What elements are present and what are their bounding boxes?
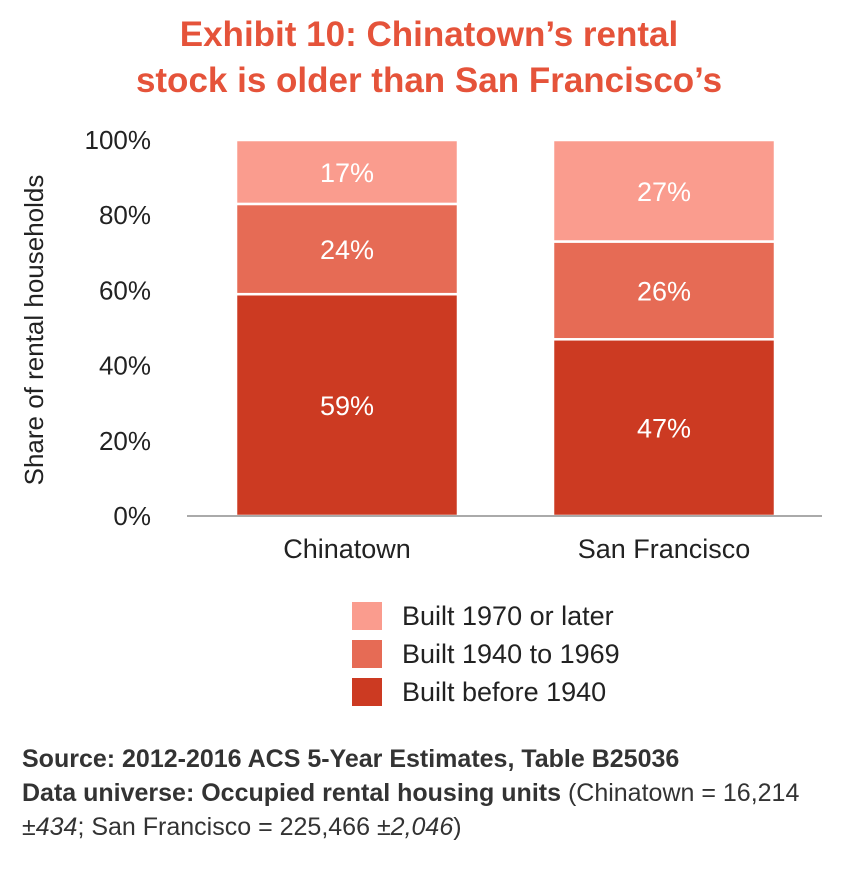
margin-of-error: 434 [35, 813, 78, 841]
legend-label: Built 1970 or later [402, 600, 614, 631]
bar-value-label: 26% [637, 276, 691, 306]
legend-swatch [352, 602, 382, 630]
bar-segment [234, 202, 460, 296]
bar-value-label: 47% [637, 414, 691, 444]
legend-label: Built 1940 to 1969 [402, 638, 620, 669]
data-universe-text: ) [453, 813, 462, 841]
legend-label: Built before 1940 [402, 676, 607, 707]
bar-value-label: 27% [637, 177, 691, 207]
legend-item: Built 1940 to 1969 [352, 635, 620, 673]
legend-item: Built 1970 or later [352, 597, 620, 635]
data-universe-text: (Chinatown = 16,214 ± [22, 779, 800, 841]
y-tick-label: 60% [99, 275, 151, 305]
y-tick-label: 40% [99, 351, 151, 381]
chart-title-line-2: stock is older than San Francisco’s [135, 61, 723, 100]
legend-swatch [352, 640, 382, 668]
data-universe-text: ; San Francisco = 225,466 ± [77, 813, 391, 841]
y-tick-label: 100% [85, 125, 152, 155]
y-tick-label: 80% [99, 200, 151, 230]
margin-of-error: 2,046 [390, 813, 454, 841]
y-axis-label: Share of rental households [19, 175, 49, 486]
data-universe-label: Data universe: Occupied rental housing u… [22, 779, 561, 807]
bar-segment [551, 138, 777, 243]
x-axis-ticks: Chinatown San Francisco [283, 534, 750, 564]
bar-segment [551, 240, 777, 341]
bars: 59% 24% 17% 47% 26% 27% [234, 138, 777, 518]
source-line: Source: 2012-2016 ACS 5-Year Estimates, … [22, 745, 680, 773]
x-tick-label: San Francisco [578, 534, 751, 564]
legend-swatch [352, 678, 382, 706]
x-tick-label: Chinatown [283, 534, 411, 564]
bar-value-label: 24% [320, 235, 374, 265]
chart-title-line-1: Exhibit 10: Chinatown’s rental [179, 15, 679, 54]
y-tick-label: 20% [99, 426, 151, 456]
stacked-bar-chart: Share of rental households 0% 20% 40% 60% 80… [19, 125, 822, 564]
chart-title: Exhibit 10: Chinatown’s rental stock is … [0, 12, 858, 104]
legend: Built 1970 or later Built 1940 to 1969 B… [352, 597, 620, 711]
bar-segment [234, 138, 460, 206]
y-tick-label: 0% [113, 501, 151, 531]
source-note: Source: 2012-2016 ACS 5-Year Estimates, … [22, 742, 852, 844]
legend-item: Built before 1940 [352, 673, 620, 711]
bar-value-label: 17% [320, 158, 374, 188]
bar-value-label: 59% [320, 391, 374, 421]
y-axis-ticks: 0% 20% 40% 60% 80% 100% [85, 125, 152, 531]
